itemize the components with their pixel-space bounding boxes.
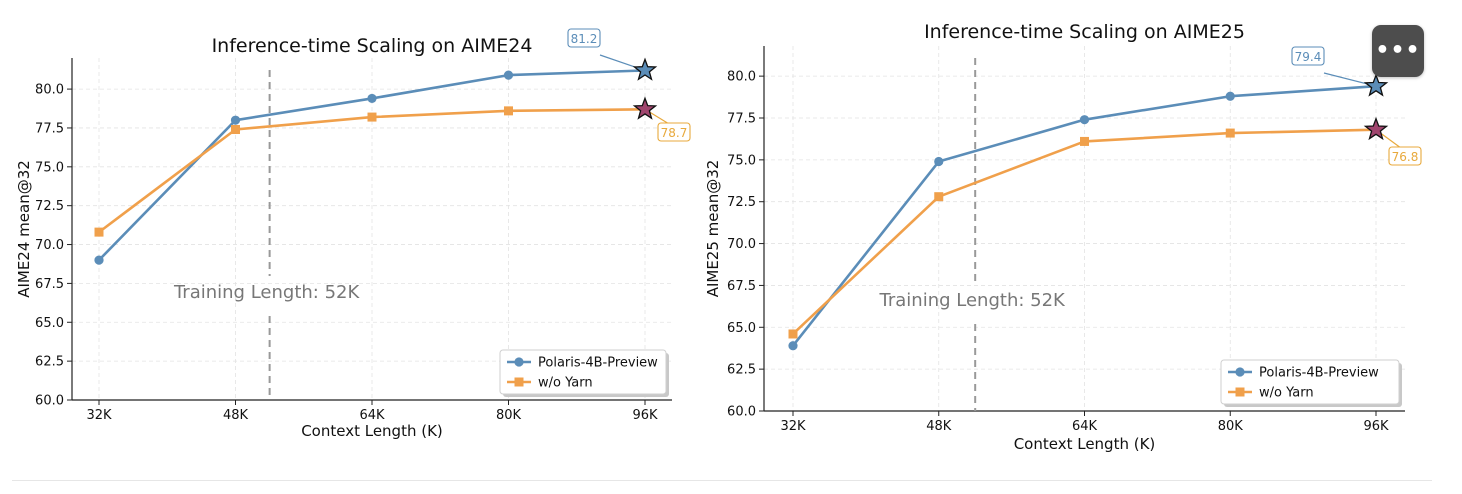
data-point-polaris [230, 115, 241, 125]
legend-swatch-marker [514, 377, 524, 387]
annotation-value: 79.4 [1295, 50, 1322, 64]
data-point-polaris [94, 255, 104, 265]
data-point-polaris [503, 70, 514, 80]
data-point-wo-yarn [1225, 128, 1235, 138]
annotation-value: 81.2 [571, 32, 598, 46]
data-point-polaris [1225, 91, 1235, 101]
y-tick-label: 65.0 [35, 316, 64, 331]
y-tick-label: 62.5 [727, 363, 756, 378]
chart-title: Inference-time Scaling on AIME25 [924, 21, 1245, 43]
y-tick-label: 70.0 [727, 237, 756, 252]
data-point-polaris [788, 341, 798, 351]
y-tick-label: 70.0 [35, 238, 64, 253]
data-point-polaris [367, 93, 377, 104]
y-tick-label: 75.0 [35, 160, 64, 175]
annotation-value: 78.7 [661, 126, 688, 140]
legend-label: Polaris-4B-Preview [538, 356, 658, 371]
training-length-label: Training Length: 52K [879, 290, 1067, 311]
y-tick-label: 80.0 [727, 70, 756, 85]
star-marker [1363, 116, 1389, 141]
star-marker [632, 57, 658, 81]
x-tick-label: 32K [86, 408, 112, 423]
y-tick-label: 60.0 [35, 394, 64, 409]
annotation-box [657, 122, 691, 142]
star-marker [1363, 73, 1389, 97]
legend-swatch-marker [514, 357, 524, 367]
legend-box [1220, 359, 1400, 405]
y-tick-label: 67.5 [35, 277, 64, 292]
data-point-wo-yarn [788, 329, 798, 339]
x-tick-label: 64K [359, 408, 385, 423]
y-tick-label: 75.0 [727, 153, 756, 168]
data-point-wo-yarn [367, 112, 377, 122]
y-tick-label: 77.5 [35, 121, 64, 136]
y-axis-label: AIME24 mean@32 [15, 160, 33, 298]
x-tick-label: 80K [496, 408, 522, 423]
legend-label: w/o Yarn [1259, 386, 1314, 401]
data-point-wo-yarn [1080, 136, 1089, 146]
data-point-wo-yarn [231, 125, 240, 135]
chart-aime24: 60.0 62.5 65.0 67.5 70.0 72.5 75.0 77.5 80.0 32K 4… [15, 28, 691, 440]
x-tick-label: 48K [223, 408, 249, 423]
y-tick-label: 60.0 [727, 405, 756, 420]
annotation-box [1291, 46, 1325, 66]
data-point-polaris [1079, 115, 1090, 125]
x-axis-label: Context Length (K) [1014, 435, 1156, 453]
y-tick-label: 77.5 [727, 111, 756, 126]
y-tick-label: 80.0 [35, 83, 64, 98]
x-axis-label: Context Length (K) [301, 422, 443, 440]
training-length-label: Training Length: 52K [173, 282, 361, 303]
legend-box [499, 349, 667, 395]
chart-title: Inference-time Scaling on AIME24 [212, 35, 533, 57]
x-tick-label: 96K [632, 408, 658, 423]
data-point-polaris [934, 156, 944, 167]
annotation-value: 76.8 [1392, 150, 1419, 164]
star-marker [632, 96, 658, 120]
chart-aime25: 60.0 62.5 65.0 67.5 70.0 72.5 75.0 77.5 80.0 32K 4… [704, 21, 1422, 453]
legend-swatch-marker [1235, 387, 1245, 397]
data-point-wo-yarn [504, 106, 513, 116]
data-point-wo-yarn [94, 227, 104, 237]
annotation-box [1388, 146, 1422, 166]
y-tick-label: 72.5 [35, 199, 64, 214]
more-options-button[interactable]: ••• [1372, 25, 1424, 77]
x-tick-label: 80K [1218, 419, 1244, 434]
y-tick-label: 72.5 [727, 195, 756, 210]
y-tick-label: 65.0 [727, 321, 756, 336]
y-tick-label: 62.5 [35, 355, 64, 370]
x-tick-label: 96K [1363, 419, 1389, 434]
bottom-divider [12, 480, 1432, 481]
more-options-icon: ••• [1375, 38, 1421, 63]
annotation-box [567, 28, 601, 48]
x-tick-label: 32K [780, 419, 806, 434]
legend-label: Polaris-4B-Preview [1259, 366, 1379, 381]
y-axis-label: AIME25 mean@32 [704, 160, 722, 298]
y-tick-label: 67.5 [727, 279, 756, 294]
x-tick-label: 64K [1072, 419, 1098, 434]
legend-swatch-marker [1235, 367, 1245, 377]
data-point-wo-yarn [934, 192, 944, 202]
x-tick-label: 48K [926, 419, 952, 434]
legend-label: w/o Yarn [538, 376, 593, 391]
